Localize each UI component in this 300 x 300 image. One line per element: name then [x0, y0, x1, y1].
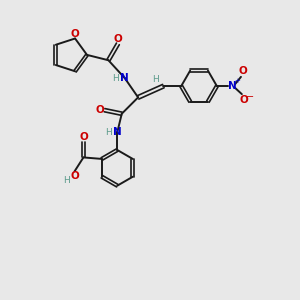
Text: H: H — [152, 75, 158, 84]
Text: O: O — [71, 29, 80, 39]
Text: −: − — [246, 92, 254, 101]
Text: N: N — [113, 127, 122, 137]
Text: O: O — [79, 132, 88, 142]
Text: H: H — [106, 128, 112, 137]
Text: N: N — [120, 73, 129, 83]
Text: O: O — [239, 95, 248, 105]
Text: O: O — [113, 34, 122, 44]
Text: O: O — [95, 105, 104, 115]
Text: O: O — [70, 171, 79, 181]
Text: N: N — [228, 81, 237, 91]
Text: +: + — [235, 78, 241, 84]
Text: H: H — [63, 176, 70, 185]
Text: O: O — [238, 66, 247, 76]
Text: H: H — [112, 74, 119, 82]
